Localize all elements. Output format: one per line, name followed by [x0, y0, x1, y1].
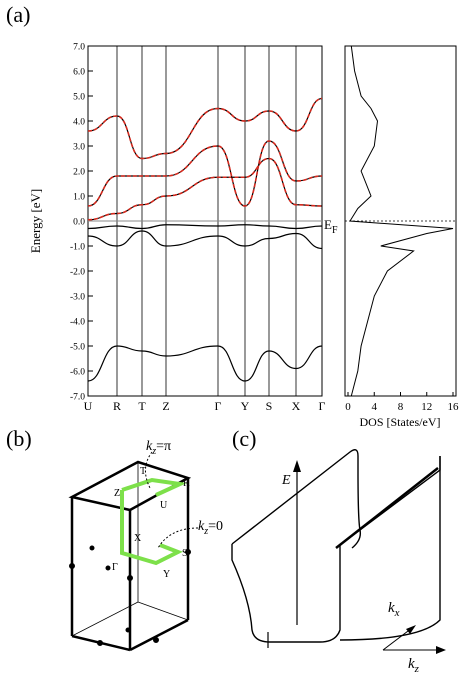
- surface-back-bottom: [351, 469, 362, 549]
- band-yticks: 7.0 6.0 5.0 4.0 3.0 2.0 1.0 0.0 -1.0 -2.0 -3.0 -4.0…: [70, 43, 93, 403]
- band-line: [87, 230, 323, 250]
- ytick-label: 3.0: [73, 143, 85, 153]
- bz-label-Z: Z: [114, 488, 120, 499]
- brillouin-zone: [68, 451, 199, 652]
- ytick-label: 6.0: [73, 68, 85, 78]
- kz-zero-label: kz=0: [198, 519, 223, 537]
- dos-plot: 0 4 8 12 16 DOS [States/eV]: [344, 45, 459, 429]
- ytick-label: -1.0: [70, 243, 85, 253]
- E-axis-arrowhead: [293, 460, 301, 472]
- bz-bottom-front-right: [129, 618, 189, 652]
- bz-dot: [125, 627, 131, 633]
- band-structure-plot: 7.0 6.0 5.0 4.0 3.0 2.0 1.0 0.0 -1.0 -2.0 -3.0 -4.0…: [28, 43, 326, 414]
- band-line: [87, 345, 323, 382]
- dft-band-line: [87, 140, 323, 207]
- bz-dot: [153, 637, 159, 643]
- bz-dot: [127, 575, 133, 581]
- dos-line: [349, 45, 454, 397]
- dft-band-line: [87, 97, 323, 160]
- ytick-label: -6.0: [70, 368, 85, 378]
- dft-band-line: [87, 157, 323, 221]
- band-line: [87, 224, 323, 230]
- bz-dot: [105, 565, 111, 571]
- kx-axis: [382, 627, 413, 651]
- panel-label-c: (c): [232, 426, 256, 451]
- fermi-label: EF: [324, 217, 338, 236]
- k-label: Γ: [215, 399, 222, 413]
- bz-dot: [69, 563, 75, 569]
- ytick-label: -7.0: [70, 393, 85, 403]
- ytick-label: 4.0: [73, 118, 85, 128]
- bz-label-Y: Y: [163, 569, 170, 580]
- ytick-label: -4.0: [70, 318, 85, 328]
- bz-label-U: U: [160, 500, 168, 511]
- bz-label-T: T: [140, 466, 146, 477]
- ytick-label: -5.0: [70, 343, 85, 353]
- k-label: Γ: [319, 399, 326, 413]
- k-label: S: [266, 399, 273, 413]
- k-label: U: [84, 399, 93, 413]
- dos-xtick-label: 4: [372, 401, 378, 413]
- kz-label: kz: [408, 656, 420, 673]
- dos-xticks: 0 4 8 12 16: [345, 392, 459, 413]
- ytick-label: 7.0: [73, 43, 85, 53]
- bz-bottom-back-left: [71, 601, 139, 637]
- E-axis-label: E: [281, 473, 291, 488]
- k-label: R: [113, 399, 121, 413]
- bz-dot: [97, 640, 103, 646]
- bz-bottom-back-right: [137, 601, 189, 621]
- ytick-label: -2.0: [70, 268, 85, 278]
- dos-xtick-label: 0: [345, 401, 351, 413]
- bz-label-S: S: [182, 548, 188, 559]
- surface-right-edge: [339, 456, 441, 641]
- bz-path-lower: [120, 490, 183, 566]
- ytick-label: 5.0: [73, 93, 85, 103]
- band-lines: [87, 97, 323, 382]
- bz-path-upper: [121, 477, 188, 497]
- panel-label-a: (a): [6, 2, 30, 27]
- dos-x-label: DOS [States/eV]: [360, 415, 441, 429]
- ytick-label: -3.0: [70, 293, 85, 303]
- dos-curve: [349, 45, 454, 397]
- bz-label-Gamma: Γ: [112, 562, 118, 573]
- kx-label: kx: [388, 600, 400, 619]
- k-label: Y: [241, 399, 250, 413]
- kz-zero-arrow: [157, 527, 199, 549]
- panel-label-b: (b): [6, 426, 32, 451]
- surface-right-wall: [339, 456, 441, 620]
- kx-arrowhead: [406, 625, 416, 634]
- kz-pi-label: kz=π: [146, 439, 171, 457]
- y-axis-label: Energy [eV]: [28, 189, 43, 253]
- band-line: [87, 157, 323, 221]
- bz-label-R: R: [183, 478, 190, 489]
- dos-xtick-label: 12: [421, 401, 432, 413]
- bz-point-labels: T R Z U X S Γ Y: [112, 466, 190, 580]
- k-label: T: [138, 399, 146, 413]
- k-label: Z: [162, 399, 169, 413]
- ytick-label: 2.0: [73, 168, 85, 178]
- bz-dot: [185, 549, 191, 555]
- ytick-label: 1.0: [73, 193, 85, 203]
- bz-dot: [89, 545, 95, 551]
- energy-surface: [231, 449, 446, 654]
- surface-cross-section: [231, 544, 341, 643]
- kz-arrowhead: [436, 646, 446, 654]
- dos-xtick-label: 16: [448, 401, 460, 413]
- bz-label-X: X: [134, 533, 142, 544]
- ytick-label: 0.0: [73, 218, 85, 228]
- dos-xtick-label: 8: [398, 401, 404, 413]
- k-label: X: [292, 399, 301, 413]
- surface-right-rim: [335, 467, 439, 549]
- surface-left-wall: [231, 449, 359, 545]
